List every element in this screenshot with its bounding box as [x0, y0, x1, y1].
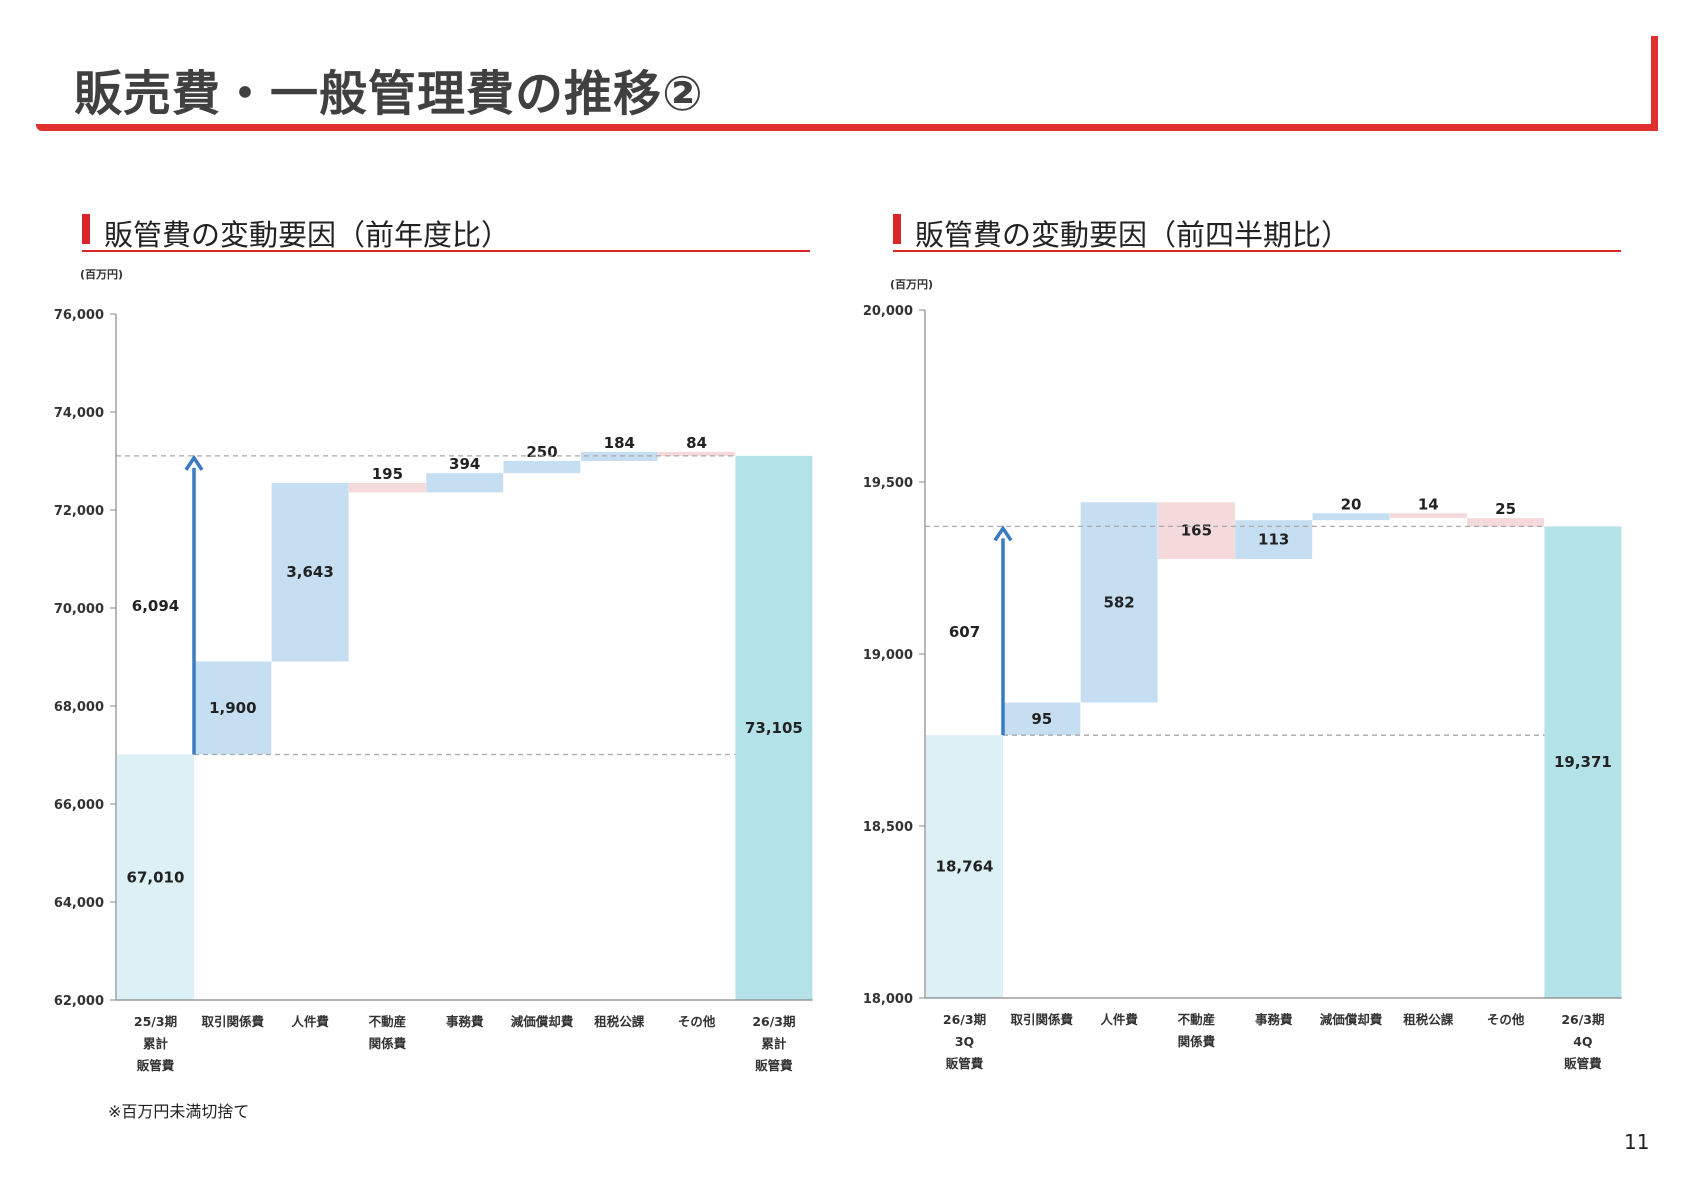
y-tick-label: 66,000 [54, 798, 104, 813]
net-change-label: 607 [949, 623, 980, 641]
category-label: 累計 [761, 1036, 787, 1051]
y-tick-label: 76,000 [54, 308, 104, 323]
category-label: 販管費 [755, 1058, 793, 1073]
bar-value-label: 73,105 [745, 719, 803, 737]
category-label: 取引関係費 [202, 1014, 265, 1029]
category-label: 累計 [143, 1036, 169, 1051]
waterfall-bar [735, 455, 813, 1001]
waterfall-bar [1312, 513, 1390, 521]
waterfall-bar [658, 451, 736, 457]
y-tick-label: 64,000 [54, 896, 104, 911]
section-header-yoy: 販管費の変動要因（前年度比） [82, 212, 810, 252]
category-label: 減価償却費 [511, 1014, 574, 1029]
waterfall-bar [426, 473, 504, 493]
y-tick-label: 74,000 [54, 406, 104, 421]
net-change-arrowhead [184, 454, 204, 471]
net-change-label: 6,094 [132, 597, 179, 615]
category-label: 26/3期 [943, 1012, 986, 1027]
y-tick-label: 19,000 [863, 648, 913, 663]
bar-value-label: 184 [604, 434, 635, 452]
waterfall-bar [1003, 702, 1081, 736]
section-marker [82, 214, 90, 244]
category-label: 取引関係費 [1011, 1012, 1074, 1027]
waterfall-bar [117, 754, 194, 1000]
page-number: 11 [1624, 1130, 1650, 1154]
category-label: 関係費 [369, 1036, 407, 1051]
category-label: 事務費 [446, 1014, 484, 1029]
y-tick-label: 20,000 [863, 304, 913, 319]
category-label: 関係費 [1178, 1034, 1216, 1049]
bar-value-label: 165 [1181, 522, 1212, 540]
category-label: 26/3期 [752, 1014, 795, 1029]
bar-value-label: 3,643 [286, 563, 333, 581]
category-label: 26/3期 [1561, 1012, 1604, 1027]
bar-value-label: 582 [1103, 593, 1134, 611]
category-label: 租税公課 [594, 1014, 645, 1029]
category-label: 人件費 [291, 1014, 329, 1029]
category-label: その他 [1487, 1012, 1525, 1027]
bar-value-label: 20 [1341, 495, 1362, 513]
bar-value-label: 84 [686, 434, 707, 452]
waterfall-bar [194, 661, 272, 755]
waterfall-bar [1467, 518, 1545, 527]
y-tick-label: 70,000 [54, 602, 104, 617]
bar-value-label: 113 [1258, 531, 1289, 549]
title-rule [36, 124, 1658, 131]
page-title: 販売費・一般管理費の推移② [74, 66, 704, 122]
y-tick-label: 19,500 [863, 476, 913, 491]
waterfall-bar [1235, 520, 1313, 560]
bar-value-label: 67,010 [127, 868, 185, 886]
bar-value-label: 14 [1418, 495, 1439, 513]
y-tick-label: 72,000 [54, 504, 104, 519]
section-underline [82, 250, 810, 252]
y-tick-label: 68,000 [54, 700, 104, 715]
footnote: ※百万円未満切捨て [108, 1102, 250, 1121]
bar-value-label: 195 [372, 465, 403, 483]
category-label: 販管費 [1564, 1056, 1602, 1071]
bar-value-label: 394 [449, 455, 480, 473]
section-marker [893, 214, 901, 244]
category-label: 不動産 [369, 1014, 407, 1029]
category-label: 販管費 [946, 1056, 984, 1071]
waterfall-bar [503, 460, 581, 474]
unit-label: (百万円) [890, 278, 933, 291]
category-label: 4Q [1573, 1034, 1592, 1049]
category-label: 25/3期 [134, 1014, 177, 1029]
title-corner-rule [1651, 36, 1658, 131]
y-tick-label: 18,500 [863, 820, 913, 835]
category-label: 事務費 [1255, 1012, 1293, 1027]
section-header-qoq: 販管費の変動要因（前四半期比） [893, 212, 1621, 252]
net-change-arrowhead [993, 525, 1013, 542]
section-underline [893, 250, 1621, 252]
bar-value-label: 1,900 [209, 699, 256, 717]
waterfall-bar [271, 482, 349, 662]
waterfall-bar [580, 451, 658, 461]
y-tick-label: 62,000 [54, 994, 104, 1009]
bar-value-label: 25 [1495, 500, 1516, 518]
category-label: 3Q [955, 1034, 974, 1049]
y-tick-label: 18,000 [863, 992, 913, 1007]
category-label: その他 [678, 1014, 716, 1029]
category-label: 不動産 [1178, 1012, 1216, 1027]
bar-value-label: 95 [1031, 710, 1052, 728]
waterfall-bar [1080, 502, 1158, 703]
waterfall-bar [1389, 513, 1467, 519]
category-label: 人件費 [1100, 1012, 1138, 1027]
section-title-qoq: 販管費の変動要因（前四半期比） [915, 218, 1351, 252]
waterfall-bar [348, 482, 426, 493]
unit-label: (百万円) [80, 268, 123, 281]
category-label: 租税公課 [1403, 1012, 1454, 1027]
bar-value-label: 18,764 [936, 858, 994, 876]
bar-value-label: 19,371 [1554, 753, 1612, 771]
section-title-yoy: 販管費の変動要因（前年度比） [104, 218, 511, 252]
waterfall-bar [926, 735, 1003, 998]
waterfall-bar [1544, 526, 1622, 998]
waterfall-bar [1157, 502, 1235, 560]
category-label: 減価償却費 [1320, 1012, 1383, 1027]
category-label: 販管費 [137, 1058, 175, 1073]
